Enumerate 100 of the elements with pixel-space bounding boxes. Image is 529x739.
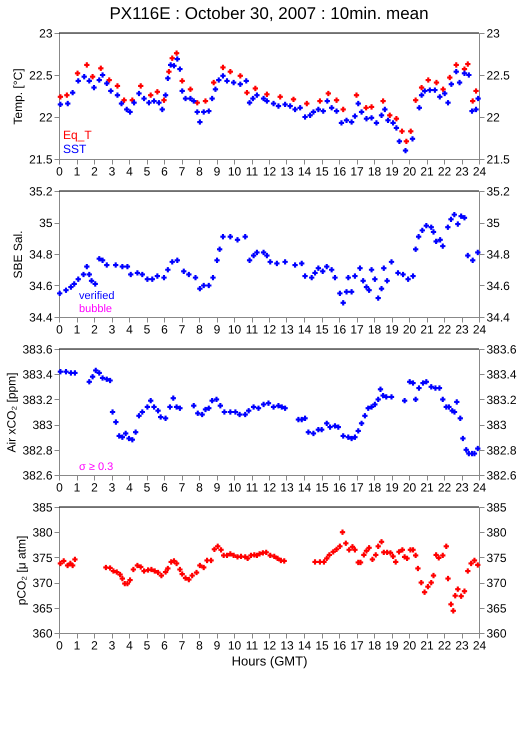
x-tick-label: 15 — [315, 322, 329, 336]
x-tick-label: 21 — [420, 322, 434, 336]
y2-tick-label: 34.4 — [486, 310, 510, 324]
y2-tick-label: 375 — [486, 550, 507, 565]
x-tick-label: 10 — [228, 638, 242, 652]
point — [252, 86, 258, 92]
x-tick-label: 9 — [214, 638, 221, 652]
x-tick-label: 15 — [315, 480, 329, 494]
x-tick-label: 9 — [214, 480, 221, 494]
y2-tick-label: 22 — [486, 110, 500, 124]
point — [64, 92, 70, 98]
x-tick-label: 18 — [368, 638, 382, 652]
x-tick-label: 0 — [56, 638, 64, 652]
y-tick-label: 35 — [39, 216, 53, 230]
y2-tick-label: 382.6 — [486, 468, 517, 482]
y2-tick-label: 365 — [486, 601, 507, 616]
x-tick-label: 18 — [368, 480, 382, 494]
point — [408, 128, 414, 134]
point — [447, 74, 452, 80]
x-tick-label: 9 — [214, 164, 221, 178]
y-tick-label: 383.2 — [22, 392, 53, 407]
y-tick-label: 383.6 — [22, 342, 53, 356]
y-tick-label: 365 — [32, 601, 53, 616]
x-tick-label: 0 — [56, 164, 64, 178]
x-tick-label: 2 — [91, 480, 98, 494]
y2-tick-label: 35.2 — [486, 184, 510, 198]
x-tick-label: 7 — [178, 164, 186, 178]
x-tick-label: 3 — [108, 164, 116, 178]
x-axis-title: Hours (GMT) — [232, 654, 308, 668]
x-tick-label: 2 — [91, 322, 98, 336]
x-tick-label: 6 — [161, 164, 168, 178]
x-tick-label: 18 — [368, 322, 382, 336]
x-tick-label: 8 — [196, 322, 204, 336]
x-tick-label: 14 — [298, 480, 312, 494]
point — [326, 90, 331, 96]
x-tick-label: 1 — [74, 480, 81, 494]
x-tick-label: 23 — [455, 322, 469, 336]
x-tick-label: 2 — [91, 638, 98, 652]
point — [244, 90, 250, 96]
point — [188, 86, 194, 92]
y2-tick-label: 383.6 — [486, 342, 517, 356]
y-tick-label: 21.5 — [29, 152, 53, 166]
y-tick-label: 380 — [32, 526, 53, 540]
x-tick-label: 12 — [262, 164, 276, 178]
point — [454, 62, 459, 68]
x-tick-label: 20 — [402, 480, 416, 494]
x-tick-label: 0 — [56, 480, 64, 494]
point — [399, 128, 405, 134]
point — [413, 98, 418, 103]
x-tick-label: 4 — [126, 322, 134, 336]
x-tick-label: 1 — [74, 322, 81, 336]
y2-tick-label: 21.5 — [486, 152, 510, 166]
y-tick-label: 35.2 — [29, 184, 53, 198]
x-tick-label: 8 — [196, 480, 204, 494]
x-tick-label: 10 — [228, 322, 242, 336]
y2-tick-label: 380 — [486, 526, 507, 540]
chart-title: PX116E : October 30, 2007 : 10min. mean — [109, 4, 429, 23]
point — [90, 74, 96, 80]
y-tick-label: 370 — [32, 576, 53, 590]
x-tick-label: 11 — [246, 638, 259, 652]
x-tick-label: 23 — [455, 638, 469, 652]
point — [440, 86, 446, 92]
point — [340, 106, 346, 112]
y2-tick-label: 382.8 — [486, 443, 517, 458]
y-tick-label: 22 — [39, 110, 53, 124]
y2-tick-label: 34.8 — [486, 248, 510, 262]
x-tick-label: 3 — [108, 638, 116, 652]
point — [161, 98, 167, 103]
x-tick-label: 13 — [280, 164, 294, 178]
y-tick-label: 375 — [32, 550, 53, 565]
point — [166, 68, 172, 74]
y-tick-label: 23 — [39, 26, 53, 40]
point — [121, 98, 127, 103]
x-tick-label: 23 — [455, 480, 469, 494]
x-tick-label: 16 — [332, 322, 346, 336]
x-tick-label: 4 — [126, 480, 134, 494]
y2-tick-label: 370 — [486, 576, 507, 590]
x-tick-label: 5 — [144, 164, 151, 178]
point — [58, 94, 64, 100]
point — [74, 70, 80, 76]
point — [238, 73, 243, 78]
x-tick-label: 0 — [56, 322, 64, 336]
annotation: verified — [79, 290, 114, 302]
y-axis-title: pCO₂ [μ atm] — [14, 536, 28, 606]
x-tick-label: 10 — [228, 164, 242, 178]
x-tick-label: 13 — [280, 638, 294, 652]
point — [148, 92, 154, 98]
x-tick-label: 21 — [420, 638, 434, 652]
point — [363, 105, 369, 110]
y2-tick-label: 35 — [486, 216, 500, 230]
x-tick-label: 6 — [161, 480, 168, 494]
point — [138, 83, 144, 89]
x-tick-label: 11 — [246, 164, 259, 178]
x-tick-label: 16 — [332, 164, 346, 178]
x-tick-label: 7 — [178, 638, 186, 652]
x-tick-label: 7 — [178, 322, 186, 336]
x-tick-label: 16 — [332, 480, 346, 494]
point — [404, 138, 410, 144]
x-tick-label: 17 — [350, 480, 364, 494]
point — [334, 98, 340, 103]
